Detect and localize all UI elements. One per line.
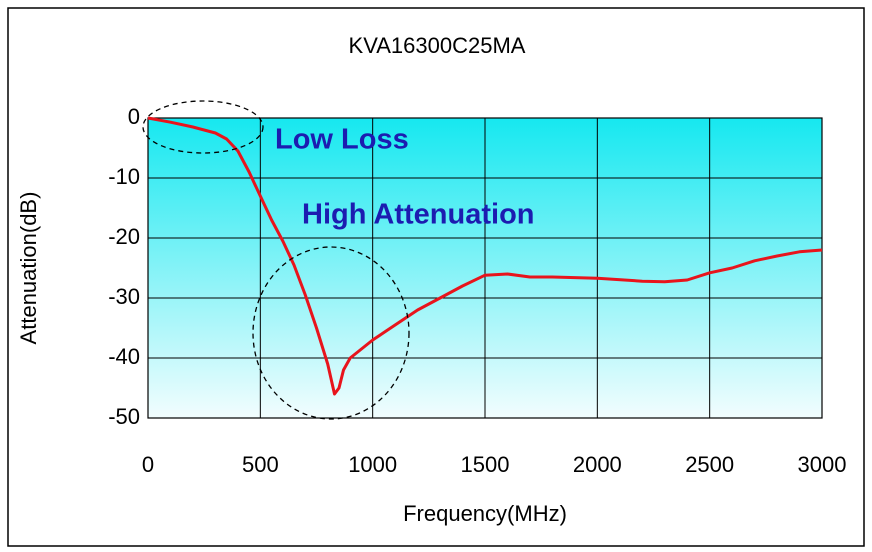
y-tick-label: -10 <box>108 164 140 189</box>
y-axis-label: Attenuation(dB) <box>16 192 41 345</box>
x-tick-label: 500 <box>242 452 279 477</box>
chart-title: KVA16300C25MA <box>349 33 526 58</box>
y-tick-label: -40 <box>108 344 140 369</box>
x-tick-label: 2500 <box>685 452 734 477</box>
annotation: Low Loss <box>275 124 409 156</box>
y-tick-label: 0 <box>128 104 140 129</box>
annotation: High Attenuation <box>302 199 535 231</box>
x-tick-label: 0 <box>142 452 154 477</box>
plot-border <box>147 117 823 419</box>
x-tick-label: 1500 <box>461 452 510 477</box>
y-tick-label: -50 <box>108 404 140 429</box>
x-axis-label: Frequency(MHz) <box>403 501 567 526</box>
x-tick-label: 2000 <box>573 452 622 477</box>
data-line <box>147 116 823 396</box>
annotation-ellipse <box>142 100 264 154</box>
y-tick-label: -20 <box>108 224 140 249</box>
annotation-ellipse <box>252 246 410 420</box>
x-tick-label: 1000 <box>348 452 397 477</box>
y-tick-label: -30 <box>108 284 140 309</box>
x-tick-label: 3000 <box>798 452 847 477</box>
